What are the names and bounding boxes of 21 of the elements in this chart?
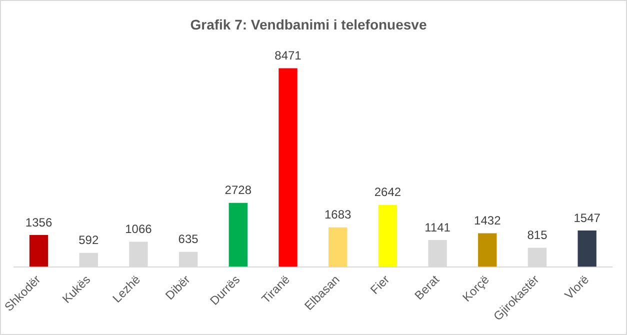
data-label: 1356 [25, 215, 52, 230]
bar [578, 230, 596, 267]
data-label: 8471 [274, 48, 302, 63]
data-label: 2728 [224, 183, 252, 198]
data-label: 2642 [374, 185, 402, 200]
data-label: 815 [527, 228, 548, 242]
bar [278, 68, 298, 267]
bar [228, 202, 248, 267]
data-label: 592 [78, 233, 99, 248]
data-label: 1432 [474, 214, 502, 228]
bar [328, 227, 348, 267]
x-tick-label: Fier [368, 272, 392, 297]
data-label: 1066 [125, 222, 152, 236]
data-label: 635 [178, 232, 199, 246]
bar [378, 204, 398, 267]
bar [478, 233, 497, 267]
data-label: 1683 [324, 208, 352, 222]
data-label: 1547 [574, 210, 601, 225]
chart-title: Grafik 7: Vendbanimi i telefonuesve [190, 16, 427, 32]
data-label: 1141 [424, 220, 451, 234]
bar [29, 235, 48, 267]
